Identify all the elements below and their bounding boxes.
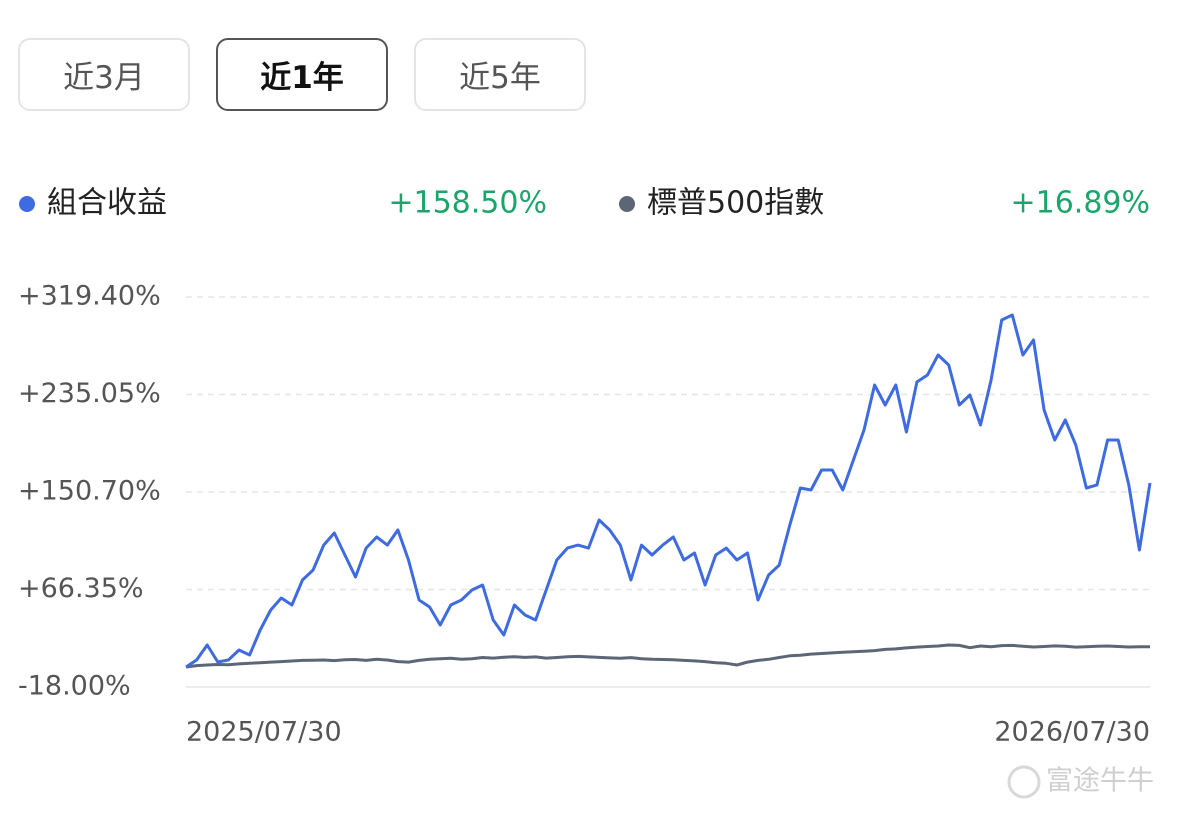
legend-return: +16.89% — [1010, 186, 1150, 221]
legend-dot — [619, 196, 635, 212]
watermark-icon — [1007, 765, 1041, 799]
range-tabs: 近3月 近1年 近5年 — [18, 38, 586, 111]
series-line — [185, 643, 1150, 669]
range-tab[interactable]: 近5年 — [414, 38, 586, 111]
x-tick-label: 2026/07/30 — [994, 717, 1150, 748]
y-tick-label: +150.70% — [18, 476, 161, 507]
y-tick-label: +235.05% — [18, 378, 161, 409]
y-tick-label: -18.00% — [18, 671, 131, 702]
y-tick-label: +319.40% — [18, 281, 161, 312]
legend-dot — [19, 196, 35, 212]
range-tab[interactable]: 近3月 — [18, 38, 190, 111]
y-tick-label: +66.35% — [18, 573, 144, 604]
legend-label: 組合收益 — [47, 186, 167, 221]
watermark: 富途牛牛 — [1046, 766, 1154, 797]
series-line — [185, 313, 1152, 669]
legend-return: +158.50% — [388, 186, 547, 221]
x-tick-label: 2025/07/30 — [186, 717, 342, 748]
range-tab[interactable]: 近1年 — [216, 38, 388, 111]
legend-label: 標普500指數 — [647, 186, 824, 221]
